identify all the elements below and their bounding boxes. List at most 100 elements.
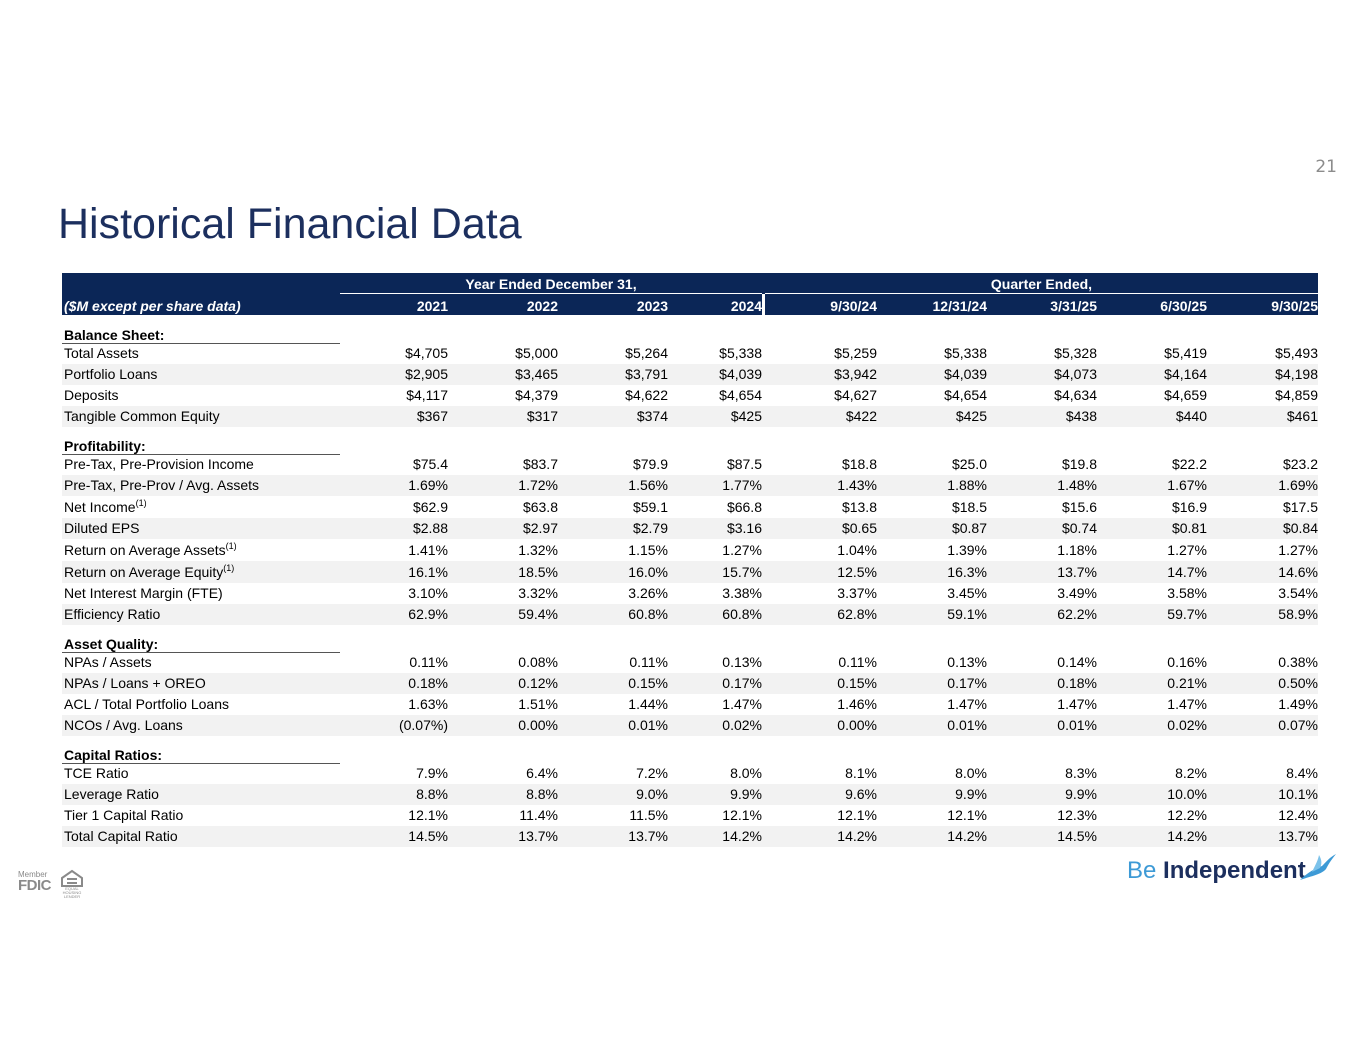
- cell-value: 59.7%: [1167, 606, 1207, 622]
- cell-value: $16.9: [1171, 499, 1207, 515]
- row-shade: [62, 784, 1318, 805]
- label-text: Net Interest Margin (FTE): [64, 585, 223, 601]
- row-label: Portfolio Loans: [64, 364, 157, 385]
- row-label: Net Income(1): [64, 496, 147, 517]
- label-text: Net Income: [64, 499, 136, 515]
- columns-label: ($M except per share data): [64, 298, 241, 314]
- cell-value: 1.69%: [1278, 477, 1318, 493]
- cell-value: 1.51%: [518, 696, 558, 712]
- cell-value: 8.2%: [1175, 765, 1207, 781]
- bird-icon: [1300, 854, 1336, 880]
- cell-value: 14.2%: [947, 828, 987, 844]
- cell-value: 1.72%: [518, 477, 558, 493]
- cell-value: $83.7: [522, 456, 558, 472]
- cell-value: $19.8: [1061, 456, 1097, 472]
- cell-value: 0.12%: [518, 675, 558, 691]
- row-shade: [62, 561, 1318, 583]
- section-underline: [62, 763, 340, 764]
- cell-value: 1.48%: [1057, 477, 1097, 493]
- cell-value: 0.11%: [409, 654, 448, 670]
- section-title: Profitability:: [64, 438, 146, 454]
- column-header: 9/30/25: [1271, 298, 1318, 314]
- footnote-mark: (1): [225, 541, 237, 551]
- cell-value: $25.0: [951, 456, 987, 472]
- label-text: Tangible Common Equity: [64, 408, 220, 424]
- cell-value: 1.46%: [837, 696, 877, 712]
- cell-value: 1.39%: [947, 542, 987, 558]
- cell-value: 14.5%: [1057, 828, 1097, 844]
- cell-value: $4,073: [1054, 366, 1097, 382]
- cell-value: 10.0%: [1167, 786, 1207, 802]
- row-label: NCOs / Avg. Loans: [64, 715, 183, 736]
- row-shade: [62, 406, 1318, 427]
- cell-value: 10.1%: [1278, 786, 1318, 802]
- cell-value: 1.15%: [628, 542, 668, 558]
- cell-value: $5,419: [1164, 345, 1207, 361]
- section-underline: [62, 454, 340, 455]
- cell-value: 59.4%: [518, 606, 558, 622]
- cell-value: $23.2: [1282, 456, 1318, 472]
- cell-value: 0.14%: [1057, 654, 1097, 670]
- cell-value: 7.2%: [636, 765, 668, 781]
- row-label: Deposits: [64, 385, 118, 406]
- cell-value: 8.1%: [845, 765, 877, 781]
- cell-value: $2.88: [412, 520, 448, 536]
- label-text: Pre-Tax, Pre-Prov / Avg. Assets: [64, 477, 260, 493]
- header-band: [62, 273, 1318, 315]
- cell-value: 0.16%: [1167, 654, 1207, 670]
- page-number: 21: [1315, 157, 1337, 177]
- cell-value: 1.77%: [722, 477, 762, 493]
- cell-value: 0.15%: [628, 675, 668, 691]
- cell-value: 0.07%: [1278, 717, 1318, 733]
- cell-value: 12.5%: [837, 564, 877, 580]
- cell-value: 0.15%: [837, 675, 877, 691]
- cell-value: 0.01%: [947, 717, 987, 733]
- cell-value: 6.4%: [526, 765, 558, 781]
- cell-value: $4,859: [1275, 387, 1318, 403]
- cell-value: 1.49%: [1278, 696, 1318, 712]
- cell-value: $79.9: [632, 456, 668, 472]
- row-label: Total Assets: [64, 343, 139, 364]
- cell-value: $4,164: [1164, 366, 1207, 382]
- cell-value: $4,627: [834, 387, 877, 403]
- cell-value: 16.1%: [408, 564, 448, 580]
- cell-value: $18.5: [951, 499, 987, 515]
- cell-value: 1.43%: [837, 477, 877, 493]
- label-text: Return on Average Equity: [64, 564, 224, 580]
- cell-value: $0.81: [1171, 520, 1207, 536]
- cell-value: $63.8: [522, 499, 558, 515]
- group-header: Year Ended December 31,: [465, 276, 637, 292]
- cell-value: 1.47%: [1057, 696, 1097, 712]
- cell-value: $425: [730, 408, 762, 424]
- column-header: 2023: [636, 298, 668, 314]
- cell-value: 0.18%: [1057, 675, 1097, 691]
- group-header: Quarter Ended,: [990, 276, 1093, 292]
- cell-value: 12.1%: [837, 807, 877, 823]
- cell-value: 3.58%: [1167, 585, 1207, 601]
- row-label: Return on Average Assets(1): [64, 539, 237, 560]
- cell-value: 14.5%: [408, 828, 448, 844]
- label-text: NPAs / Loans + OREO: [64, 675, 206, 691]
- lender-text: EQUAL HOUSING LENDER: [62, 886, 82, 899]
- cell-value: $367: [416, 408, 448, 424]
- cell-value: 0.11%: [838, 654, 877, 670]
- row-label: Diluted EPS: [64, 518, 139, 539]
- row-label: Return on Average Equity(1): [64, 561, 234, 582]
- column-header: 2024: [730, 298, 762, 314]
- cell-value: $4,659: [1164, 387, 1207, 403]
- cell-value: 1.27%: [1167, 542, 1207, 558]
- cell-value: 62.2%: [1057, 606, 1097, 622]
- cell-value: 8.8%: [526, 786, 558, 802]
- cell-value: 0.50%: [1278, 675, 1318, 691]
- label-text: TCE Ratio: [64, 765, 129, 781]
- cell-value: $2.79: [632, 520, 668, 536]
- cell-value: 62.9%: [408, 606, 448, 622]
- cell-value: 7.9%: [416, 765, 448, 781]
- cell-value: $4,039: [944, 366, 987, 382]
- cell-value: 14.7%: [1167, 564, 1207, 580]
- row-shade: [62, 604, 1318, 625]
- cell-value: 1.69%: [408, 477, 448, 493]
- cell-value: $4,039: [719, 366, 762, 382]
- cell-value: 0.02%: [1167, 717, 1207, 733]
